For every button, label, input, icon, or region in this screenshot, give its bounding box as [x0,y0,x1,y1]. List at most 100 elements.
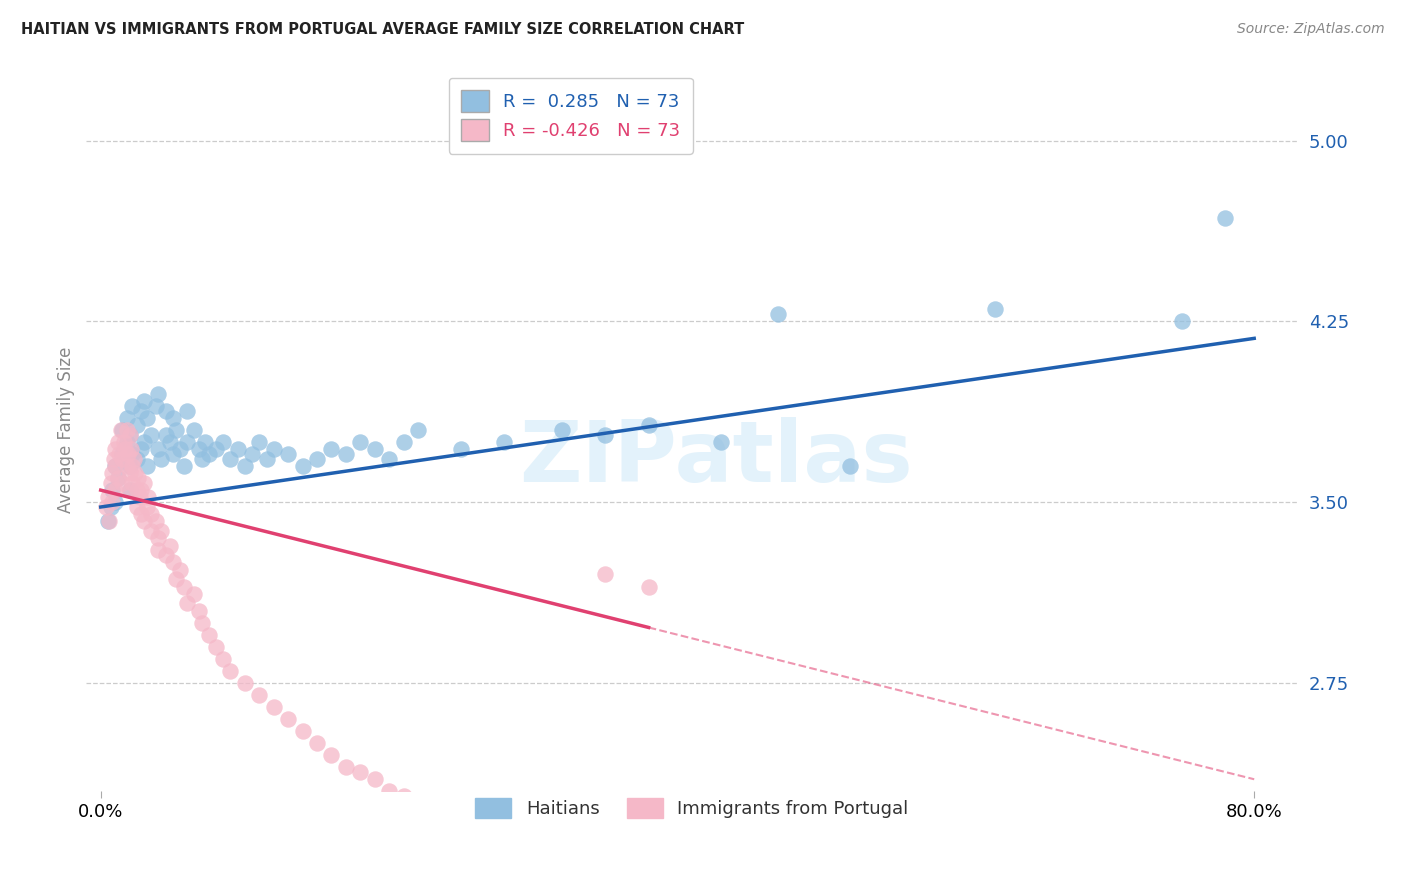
Point [378,451,401,466]
Point [121,447,143,461]
Point [710,434,733,449]
Point [169,442,191,457]
Point [165,572,187,586]
Point [335,447,357,461]
Point [98,515,121,529]
Point [125,418,148,433]
Point [1215,211,1237,225]
Point [121,399,143,413]
Point [305,451,328,466]
Point [129,403,152,417]
Point [392,789,415,804]
Point [226,442,249,457]
Point [155,427,177,442]
Point [768,307,790,321]
Point [135,500,157,514]
Point [115,410,138,425]
Point [121,475,143,490]
Point [165,423,187,437]
Point [115,458,138,473]
Point [129,442,152,457]
Point [378,784,401,798]
Point [162,447,184,461]
Point [173,580,195,594]
Point [121,458,143,473]
Point [125,451,148,466]
Point [159,434,181,449]
Point [595,567,617,582]
Point [104,483,127,497]
Point [107,471,129,485]
Point [363,442,385,457]
Point [115,434,138,449]
Point [118,427,141,442]
Point [187,442,209,457]
Point [205,442,228,457]
Point [136,491,159,505]
Point [148,386,170,401]
Point [104,458,127,473]
Point [349,434,371,449]
Point [124,467,146,481]
Point [132,434,155,449]
Point [277,712,299,726]
Point [135,410,157,425]
Point [97,515,120,529]
Point [247,688,270,702]
Point [115,423,138,437]
Point [100,475,122,490]
Point [118,427,141,442]
Point [118,467,141,481]
Point [176,596,198,610]
Point [198,447,221,461]
Legend: Haitians, Immigrants from Portugal: Haitians, Immigrants from Portugal [468,790,915,826]
Point [129,483,152,497]
Point [256,451,278,466]
Point [212,434,235,449]
Point [233,676,256,690]
Point [141,427,163,442]
Point [637,418,659,433]
Point [494,434,516,449]
Point [132,475,155,490]
Point [101,467,124,481]
Point [132,394,155,409]
Point [247,434,270,449]
Point [198,628,221,642]
Point [595,427,617,442]
Y-axis label: Average Family Size: Average Family Size [58,347,75,513]
Point [111,451,134,466]
Point [155,548,177,562]
Point [291,458,314,473]
Text: ZIPatlas: ZIPatlas [519,417,912,500]
Point [291,724,314,739]
Point [107,471,129,485]
Point [162,410,184,425]
Point [111,447,134,461]
Point [129,507,152,521]
Point [100,500,122,514]
Point [148,543,170,558]
Point [104,458,127,473]
Point [190,451,212,466]
Point [120,442,142,457]
Point [321,442,343,457]
Point [148,532,170,546]
Point [118,483,141,497]
Point [193,434,215,449]
Point [263,442,285,457]
Point [450,442,472,457]
Point [212,652,235,666]
Point [112,434,135,449]
Point [305,736,328,750]
Point [132,515,155,529]
Point [169,563,191,577]
Point [150,451,173,466]
Point [406,423,429,437]
Point [111,423,134,437]
Point [125,483,148,497]
Point [104,442,127,457]
Point [128,491,150,505]
Point [176,403,198,417]
Point [240,447,263,461]
